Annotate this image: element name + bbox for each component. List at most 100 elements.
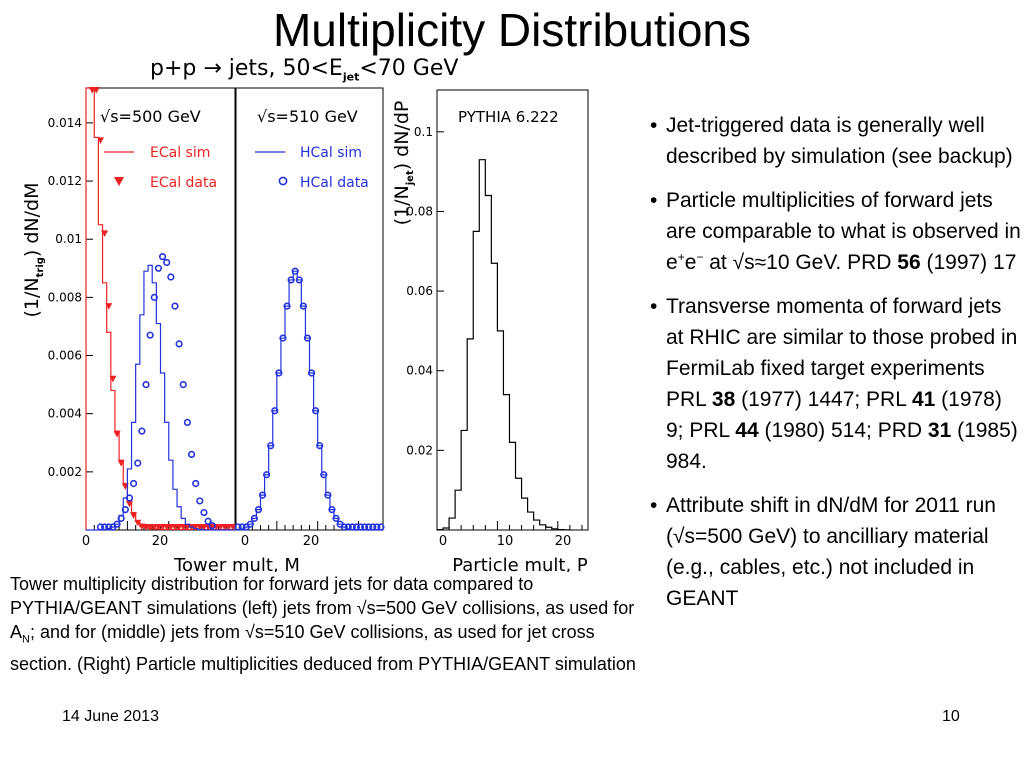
panel0-series-1-point-2 — [96, 137, 104, 144]
panel1-series-1-point-20 — [316, 442, 324, 450]
panel1-series-1-point-16 — [299, 302, 307, 310]
panel0-series-1-point-10 — [130, 512, 138, 519]
panel0-series-3-point-1 — [101, 523, 109, 531]
panel1-series-1-point-30 — [356, 523, 365, 531]
footer-page-number: 10 — [942, 708, 960, 725]
bullet-3-bold3: 44 — [735, 419, 759, 442]
panel0-series-3-point-24 — [196, 497, 204, 505]
caption-sub: N — [22, 633, 30, 646]
left-ylabel-a: (1/N — [21, 277, 43, 317]
right-ylabel-end: ) dN/dP — [391, 101, 413, 171]
bullet-3: Transverse momenta of forward jets at RH… — [650, 291, 1024, 477]
panel0-series-3-point-19 — [175, 340, 183, 348]
panel1-series-1-point-4 — [250, 514, 258, 522]
panel0-series-3-point-20 — [179, 381, 187, 389]
plot-title-suffix: <70 GeV — [359, 56, 459, 81]
panel1-series-1-point-18 — [307, 369, 316, 377]
middle-xlabel: Tower mult, M — [173, 555, 300, 572]
panel2-ytick-label-2: 0.06 — [406, 284, 433, 298]
left-legend-title: √s=500 GeV — [100, 107, 201, 126]
panel0-ytick-label-4: 0.01 — [55, 232, 82, 246]
panel1-series-1-point-23 — [328, 506, 336, 514]
right-xlabel: Particle mult, P — [452, 555, 588, 572]
caption-part1: Tower multiplicity distribution for forw… — [10, 574, 635, 642]
panel0-series-3-point-23 — [192, 479, 200, 488]
middle-legend-data-marker — [278, 176, 288, 186]
panel1-series-1-point-15 — [295, 276, 303, 284]
bullet-3-text: Transverse momenta of forward jets at RH… — [666, 295, 1018, 411]
bullet-4: Attribute shift in dN/dM for 2011 run (√… — [650, 490, 1024, 614]
bullet-2-text2: at √s≈10 GeV. PRD — [703, 251, 898, 274]
bullet-2-end: (1997) 17 — [920, 251, 1017, 274]
panel0-series-1-point-5 — [109, 375, 117, 383]
panel2-ytick-label-1: 0.04 — [406, 364, 433, 378]
panel1-series-1-point-7 — [263, 471, 271, 479]
left-ylabel-sub: trig — [35, 257, 46, 277]
bullet-1-text: Jet-triggered data is generally well des… — [666, 114, 1013, 168]
panel0-ytick-label-2: 0.006 — [48, 349, 82, 363]
panel1-series-1-point-28 — [348, 523, 356, 531]
panel0-ytick-label-3: 0.008 — [48, 290, 82, 304]
left-legend-data-marker — [114, 177, 124, 186]
panel1-series-1-point-14 — [291, 267, 299, 275]
panel0-series-1-point-1 — [92, 87, 100, 94]
panel1-series-1-point-11 — [279, 334, 287, 342]
panel0-ytick-label-5: 0.012 — [48, 174, 82, 188]
bullet-list: Jet-triggered data is generally well des… — [650, 110, 1024, 627]
right-xtick-0: 0 — [439, 534, 447, 549]
left-xtick-20: 20 — [152, 534, 169, 549]
panel1-series-1-point-17 — [303, 334, 312, 342]
panel0-ytick-label-0: 0.002 — [48, 465, 82, 479]
panel2-series-0-line — [436, 159, 571, 531]
panel1-series-1-point-32 — [365, 523, 373, 531]
panel1-series-1-point-27 — [344, 523, 352, 531]
multiplicity-figure: (1/Ntrig) dN/dM (1/Njet) dN/dP √s=500 Ge… — [21, 87, 589, 572]
panel0-series-3-point-12 — [146, 331, 154, 339]
panel0-series-3-point-0 — [96, 523, 105, 531]
right-xtick-10: 10 — [497, 534, 514, 549]
right-ylabel-sub: jet — [405, 170, 416, 186]
panel0-series-3-point-8 — [129, 479, 138, 488]
plot-title-sub: jet — [342, 70, 360, 84]
panel0-series-1-point-11 — [134, 519, 142, 527]
bullet-3-t5: (1985) 984. — [666, 419, 1018, 473]
right-ylabel-a: (1/N — [391, 185, 413, 225]
panel0-ytick-label-1: 0.004 — [48, 407, 82, 421]
left-ylabel-end: ) dN/dM — [21, 182, 43, 257]
panel0-series-3-point-26 — [204, 517, 212, 525]
panel1-series-1-point-9 — [271, 407, 279, 415]
panel1-series-1-point-33 — [369, 523, 377, 531]
panel0-series-3-point-13 — [150, 293, 158, 301]
panel0-series-1-point-4 — [105, 303, 113, 310]
panel0-series-3-point-22 — [187, 450, 196, 458]
panel1-series-1-point-10 — [275, 369, 283, 377]
middle-legend-title: √s=510 GeV — [257, 107, 358, 126]
bullet-2-text: Particle multiplicities of forward jets … — [666, 189, 1021, 274]
plot-title-prefix: p+p → jets, 50<E — [150, 56, 343, 81]
right-xtick-20: 20 — [555, 534, 572, 549]
plot-title: p+p → jets, 50<Ejet<70 GeV — [150, 56, 458, 90]
middle-legend-sim-label: HCal sim — [300, 145, 362, 161]
panel0-series-1-point-34 — [229, 524, 237, 531]
bullet-3-bold2: 41 — [911, 388, 936, 411]
panel0-series-3-point-14 — [154, 264, 163, 272]
left-ylabel: (1/Ntrig) dN/dM — [21, 182, 46, 317]
panel1-series-1-point-12 — [283, 302, 291, 310]
bullet-4-text: Attribute shift in dN/dM for 2011 run (√… — [666, 494, 996, 610]
bullet-2-sup1: + — [677, 250, 685, 264]
panel0-series-3-point-17 — [167, 273, 175, 281]
panel0-series-3-point-16 — [163, 258, 171, 267]
bullet-3-bold1: 38 — [711, 388, 736, 411]
panel0-series-3-point-7 — [125, 494, 134, 502]
panel0-series-3-point-10 — [138, 427, 146, 435]
caption-part2: ; and for (middle) jets from √s=510 GeV … — [10, 622, 636, 674]
panel0-series-3-point-6 — [121, 506, 129, 514]
left-xtick-0: 0 — [82, 534, 90, 549]
panel1-series-1-point-29 — [352, 523, 361, 531]
panel2-ytick-label-4: 0.1 — [414, 125, 433, 139]
panel0-ytick-label-6: 0.014 — [48, 116, 82, 130]
middle-xtick-0: 0 — [241, 534, 249, 549]
right-ylabel: (1/Njet) dN/dP — [391, 101, 416, 226]
panel0-series-3-point-4 — [113, 520, 121, 528]
panel1-series-1-point-5 — [254, 506, 263, 514]
